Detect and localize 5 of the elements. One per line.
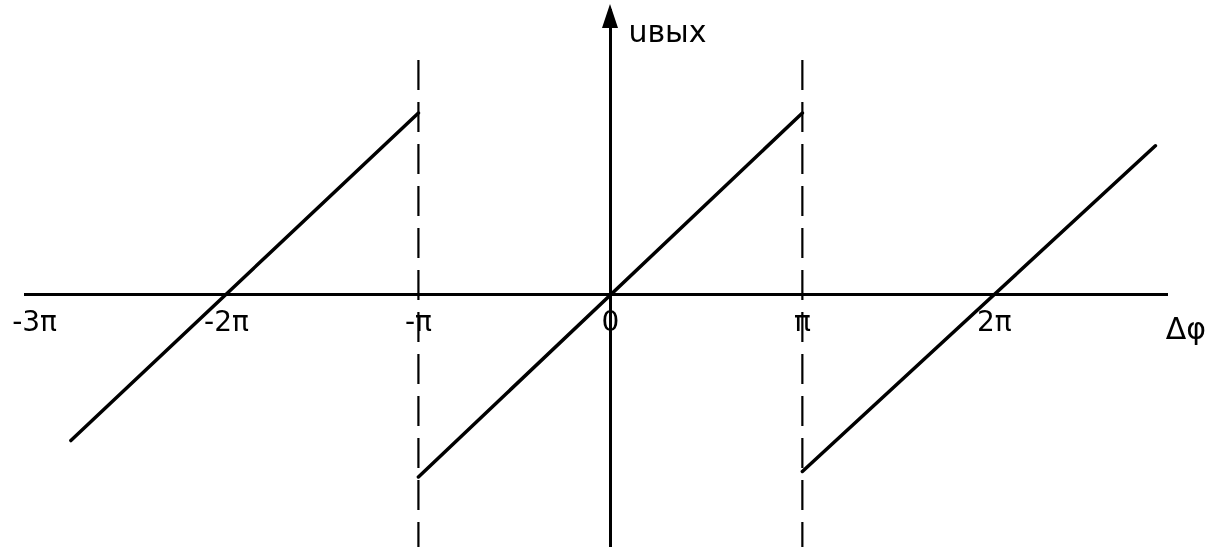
- x-axis-title: Δφ: [1165, 310, 1206, 346]
- x-tick-label: 2π: [976, 305, 1012, 339]
- x-tick-label: -3π: [12, 305, 58, 339]
- y-axis-title: uвых: [628, 14, 707, 49]
- x-tick-label: -2π: [204, 305, 250, 339]
